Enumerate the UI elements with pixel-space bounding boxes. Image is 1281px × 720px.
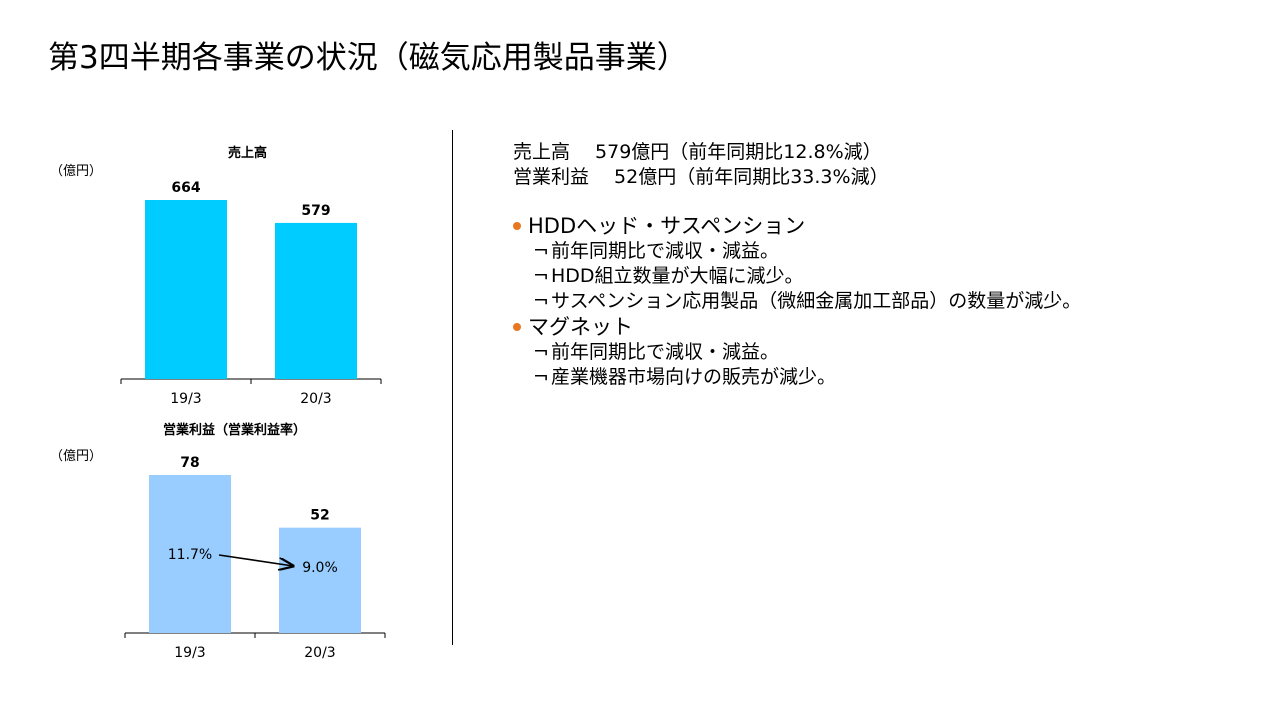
bar <box>149 475 231 633</box>
list-item: ¬ 前年同期比で減収・減益。 <box>533 340 1081 365</box>
bar-value-label: 579 <box>301 203 330 219</box>
profit-chart-unit: （億円） <box>50 449 103 464</box>
margin-label: 11.7% <box>168 547 212 563</box>
x-tick-label: 19/3 <box>174 645 205 661</box>
list-item-text: 産業機器市場向けの販売が減少。 <box>551 366 837 388</box>
list-item: ¬ サスペンション応用製品（微細金属加工部品）の数量が減少。 <box>533 289 1081 314</box>
sales-chart-unit: （億円） <box>50 164 103 179</box>
bar-value-label: 78 <box>180 455 199 471</box>
section-hdd: HDDヘッド・サスペンション ¬ 前年同期比で減収・減益。 ¬ HDD組立数量が大幅… <box>513 213 1081 314</box>
section-heading-text: マグネット <box>528 315 633 339</box>
sub-bullet-icon: ¬ <box>533 290 549 312</box>
bar <box>275 222 357 379</box>
bullet-dot-icon <box>513 323 521 331</box>
x-tick-label: 19/3 <box>170 391 201 407</box>
bar-value-label: 664 <box>171 180 200 196</box>
bar <box>145 200 227 379</box>
profit-chart: 78 19/3 52 20/3 11.7% 9.0% <box>124 455 386 661</box>
x-tick-label: 20/3 <box>304 645 335 661</box>
x-tick-label: 20/3 <box>300 391 331 407</box>
vertical-divider <box>452 130 453 645</box>
sales-chart-title: 売上高 <box>228 146 268 161</box>
sub-bullet-icon: ¬ <box>533 265 549 287</box>
list-item-text: サスペンション応用製品（微細金属加工部品）の数量が減少。 <box>551 290 1082 312</box>
list-item-text: 前年同期比で減収・減益。 <box>551 240 780 262</box>
bullet-dot-icon <box>513 222 521 230</box>
section-heading: HDDヘッド・サスペンション <box>513 213 1081 239</box>
list-item: ¬ 産業機器市場向けの販売が減少。 <box>533 365 1081 390</box>
section-heading-text: HDDヘッド・サスペンション <box>528 214 806 238</box>
summary-sales: 売上高 579億円（前年同期比12.8%減） <box>513 141 882 163</box>
list-item-text: 前年同期比で減収・減益。 <box>551 341 780 363</box>
trend-arrow <box>218 554 293 566</box>
section-magnet: マグネット ¬ 前年同期比で減収・減益。 ¬ 産業機器市場向けの販売が減少。 <box>513 314 1081 390</box>
summary-profit: 営業利益 52億円（前年同期比33.3%減） <box>513 166 889 188</box>
bar-value-label: 52 <box>310 508 329 524</box>
section-heading: マグネット <box>513 314 1081 340</box>
margin-label: 9.0% <box>302 560 338 576</box>
list-item-text: HDD組立数量が大幅に減少。 <box>551 265 804 287</box>
sub-bullet-icon: ¬ <box>533 341 549 363</box>
summary-block: 売上高 579億円（前年同期比12.8%減） 営業利益 52億円（前年同期比33… <box>513 140 889 190</box>
bar <box>279 527 361 633</box>
slide-title: 第3四半期各事業の状況（磁気応用製品事業） <box>48 40 688 76</box>
sub-bullet-icon: ¬ <box>533 366 549 388</box>
bullet-list: HDDヘッド・サスペンション ¬ 前年同期比で減収・減益。 ¬ HDD組立数量が大幅… <box>513 213 1081 390</box>
list-item: ¬ HDD組立数量が大幅に減少。 <box>533 264 1081 289</box>
sub-bullet-icon: ¬ <box>533 240 549 262</box>
list-item: ¬ 前年同期比で減収・減益。 <box>533 239 1081 264</box>
sales-chart: 664 19/3 579 20/3 <box>120 180 382 407</box>
profit-chart-title: 営業利益（営業利益率） <box>163 423 307 438</box>
